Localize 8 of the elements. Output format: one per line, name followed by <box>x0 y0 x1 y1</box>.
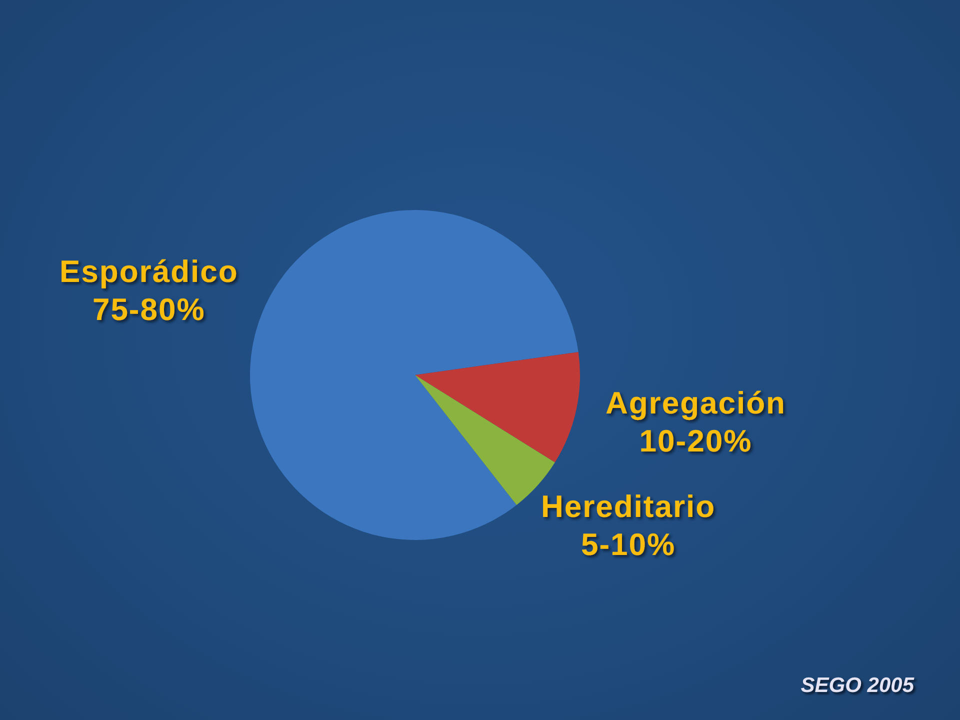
data-label: 10-20% <box>639 423 752 458</box>
slice-label: Hereditario <box>540 489 716 524</box>
text: SEGO 2005 <box>800 674 914 698</box>
pie-slice <box>415 352 580 462</box>
slice-label: Agregación <box>605 385 786 420</box>
slice-label: Esporádico <box>59 254 238 290</box>
data-label: 75-80% <box>92 292 206 328</box>
data-label: 5-10% <box>580 527 676 562</box>
